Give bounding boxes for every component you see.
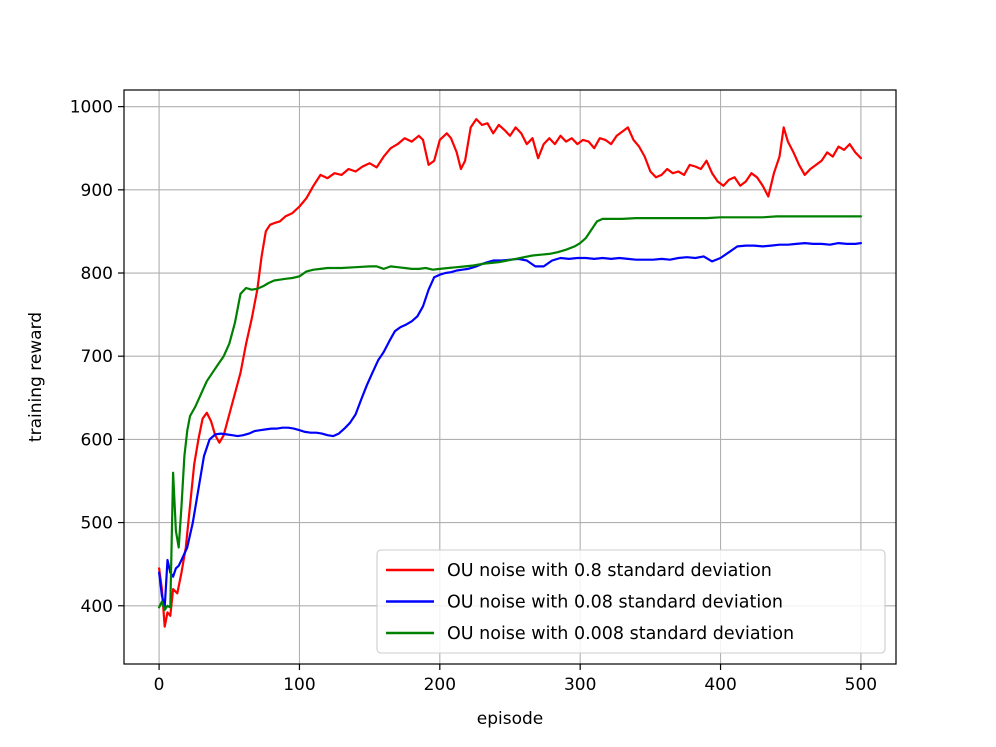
y-axis-label: training reward [26, 312, 46, 442]
x-tick-label: 100 [283, 675, 315, 695]
x-tick-label: 0 [154, 675, 165, 695]
y-tick-label: 700 [81, 347, 113, 367]
y-tick-label: 900 [81, 181, 113, 201]
y-tick-label: 1000 [70, 98, 113, 118]
y-tick-label: 800 [81, 264, 113, 284]
series-layer [158, 118, 862, 628]
x-axis-label: episode [477, 709, 543, 729]
series-line-1 [158, 242, 862, 609]
legend-box [376, 549, 886, 654]
x-tick-label: 300 [564, 675, 596, 695]
grid [124, 90, 896, 664]
axis-ticks: 0 100 200 300 400 500 400 500 600 700 800 900 1000 [70, 98, 877, 695]
x-tick-label: 200 [424, 675, 456, 695]
x-tick-label: 400 [704, 675, 736, 695]
series-line-0 [158, 118, 862, 628]
plot-frame [123, 89, 897, 665]
legend-label: OU noise with 0.08 standard deviation [447, 593, 783, 613]
x-tick-label: 500 [845, 675, 877, 695]
series-line-2 [158, 215, 862, 611]
legend: OU noise with 0.8 standard deviation OU n… [376, 549, 886, 654]
legend-label: OU noise with 0.008 standard deviation [447, 624, 794, 644]
y-tick-label: 600 [81, 430, 113, 450]
y-tick-label: 400 [81, 597, 113, 617]
legend-label: OU noise with 0.8 standard deviation [447, 561, 772, 581]
y-tick-label: 500 [81, 514, 113, 534]
